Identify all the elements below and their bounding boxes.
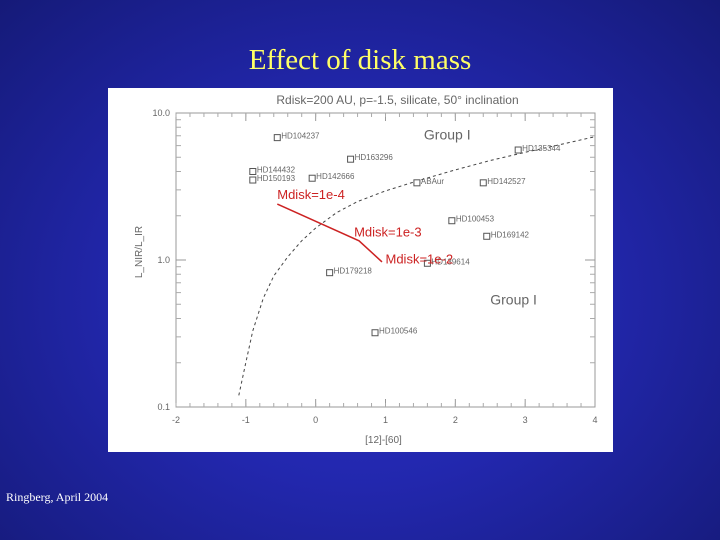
y-tick-label: 10.0 xyxy=(152,108,170,118)
star-label: HD139614 xyxy=(431,257,470,266)
y-axis-label: L_NIR/L_IR xyxy=(134,226,145,278)
x-tick-label: -1 xyxy=(242,415,250,425)
star-point xyxy=(308,174,316,182)
x-axis-label: [12]-[60] xyxy=(365,435,402,446)
group-label: Group I xyxy=(424,127,471,143)
star-label: ABAur xyxy=(421,177,444,186)
slide-title: Effect of disk mass xyxy=(248,44,472,76)
star-label: HD169142 xyxy=(491,230,530,239)
star-point xyxy=(326,269,334,277)
stars-layer: HD104237 HD163296 HD135344 HD144432HD150193… xyxy=(249,132,561,337)
star-label: HD135344 xyxy=(522,144,561,153)
x-tick-label: 4 xyxy=(592,415,597,425)
footer-text: Ringberg, April 2004 xyxy=(6,490,109,504)
star-point xyxy=(514,146,522,154)
star-point xyxy=(448,217,456,225)
star-point xyxy=(371,329,379,337)
mass-annotation: Mdisk=1e-4 xyxy=(277,187,345,202)
chart-text-layer: Rdisk=200 AU, p=-1.5, silicate, 50° incl… xyxy=(134,93,537,446)
star-label: HD142666 xyxy=(316,172,355,181)
chart-axes: -2 -1 0 1 2 3 4 0.1 1.0 10.0 xyxy=(152,108,597,425)
model-track-layer xyxy=(276,203,383,263)
model-track-line xyxy=(276,203,383,263)
star-point xyxy=(483,232,491,240)
x-tick-label: 0 xyxy=(313,415,318,425)
y-tick-label: 1.0 xyxy=(157,255,170,265)
x-tick-label: 3 xyxy=(523,415,528,425)
y-tick-label: 0.1 xyxy=(157,402,170,412)
star-point xyxy=(347,155,355,163)
x-tick-label: -2 xyxy=(172,415,180,425)
mass-annotation: Mdisk=1e-2 xyxy=(386,251,454,266)
star-point xyxy=(249,176,257,184)
star-label: HD179218 xyxy=(334,267,373,276)
star-point xyxy=(479,179,487,187)
star-point xyxy=(249,167,257,175)
chart-svg: -2 -1 0 1 2 3 4 0.1 1.0 10.0 HD104237 HD163296 HD13… xyxy=(134,93,598,446)
group-label: Group I xyxy=(490,291,537,307)
star-label: HD100453 xyxy=(456,215,495,224)
x-tick-label: 1 xyxy=(383,415,388,425)
chart-panel: -2 -1 0 1 2 3 4 0.1 1.0 10.0 HD104237 HD163296 HD13… xyxy=(108,88,613,452)
x-tick-label: 2 xyxy=(453,415,458,425)
chart-title: Rdisk=200 AU, p=-1.5, silicate, 50° incl… xyxy=(276,93,518,107)
mass-annotation: Mdisk=1e-3 xyxy=(354,224,422,239)
star-point xyxy=(423,259,431,267)
star-label: HD104237 xyxy=(281,132,320,141)
star-label: HD142527 xyxy=(487,177,526,186)
star-label: HD100546 xyxy=(379,327,418,336)
star-label: HD163296 xyxy=(355,153,394,162)
star-point xyxy=(413,179,421,187)
star-point xyxy=(273,134,281,142)
star-label: HD150193 xyxy=(257,174,296,183)
star-label: HD144432 xyxy=(257,165,296,174)
